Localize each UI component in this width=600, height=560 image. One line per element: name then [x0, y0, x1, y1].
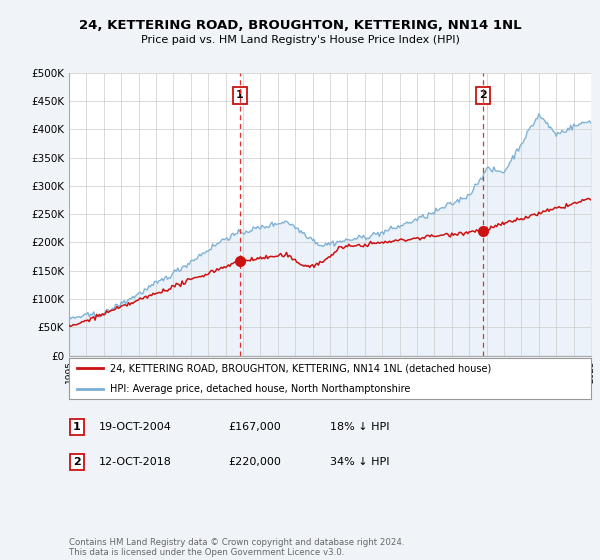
Text: £167,000: £167,000	[228, 422, 281, 432]
Text: Contains HM Land Registry data © Crown copyright and database right 2024.
This d: Contains HM Land Registry data © Crown c…	[69, 538, 404, 557]
Text: 1: 1	[73, 422, 80, 432]
Text: HPI: Average price, detached house, North Northamptonshire: HPI: Average price, detached house, Nort…	[110, 384, 410, 394]
Text: 18% ↓ HPI: 18% ↓ HPI	[330, 422, 389, 432]
Text: 19-OCT-2004: 19-OCT-2004	[99, 422, 172, 432]
Text: Price paid vs. HM Land Registry's House Price Index (HPI): Price paid vs. HM Land Registry's House …	[140, 35, 460, 45]
Text: £220,000: £220,000	[228, 457, 281, 467]
Text: 2: 2	[73, 457, 80, 467]
Text: 24, KETTERING ROAD, BROUGHTON, KETTERING, NN14 1NL (detached house): 24, KETTERING ROAD, BROUGHTON, KETTERING…	[110, 363, 491, 374]
Text: 1: 1	[236, 90, 244, 100]
Text: 12-OCT-2018: 12-OCT-2018	[99, 457, 172, 467]
Text: 24, KETTERING ROAD, BROUGHTON, KETTERING, NN14 1NL: 24, KETTERING ROAD, BROUGHTON, KETTERING…	[79, 18, 521, 32]
Text: 2: 2	[479, 90, 487, 100]
Text: 34% ↓ HPI: 34% ↓ HPI	[330, 457, 389, 467]
